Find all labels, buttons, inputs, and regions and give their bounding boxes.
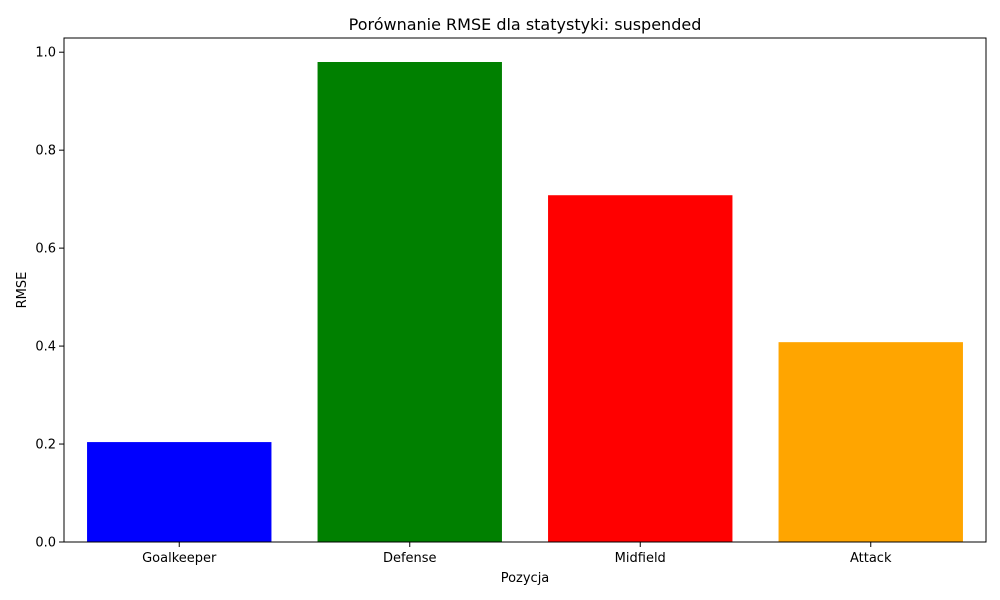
- bars-group: [87, 62, 963, 542]
- y-tick-label: 0.6: [35, 242, 56, 257]
- chart-title: Porównanie RMSE dla statystyki: suspende…: [349, 15, 702, 34]
- y-axis-label: RMSE: [15, 272, 30, 309]
- x-tick-label: Attack: [850, 551, 892, 566]
- y-tick-label: 0.8: [35, 144, 56, 159]
- bar-midfield: [548, 195, 733, 542]
- y-tick-label: 0.4: [35, 340, 56, 355]
- y-tick-label: 1.0: [35, 46, 56, 61]
- x-axis-label: Pozycja: [501, 571, 550, 586]
- y-axis-ticks: 0.0 0.2 0.4 0.6 0.8 1.0: [35, 46, 64, 551]
- y-tick-label: 0.2: [35, 438, 56, 453]
- x-tick-label: Defense: [383, 551, 437, 566]
- x-tick-label: Midfield: [615, 551, 666, 566]
- bar-goalkeeper: [87, 442, 272, 542]
- y-tick-label: 0.0: [35, 536, 56, 551]
- bar-attack: [778, 342, 963, 542]
- x-axis-ticks: Goalkeeper Defense Midfield Attack: [142, 542, 892, 566]
- plot-frame: [63, 37, 987, 543]
- bar-defense: [317, 62, 502, 542]
- x-tick-label: Goalkeeper: [142, 551, 217, 566]
